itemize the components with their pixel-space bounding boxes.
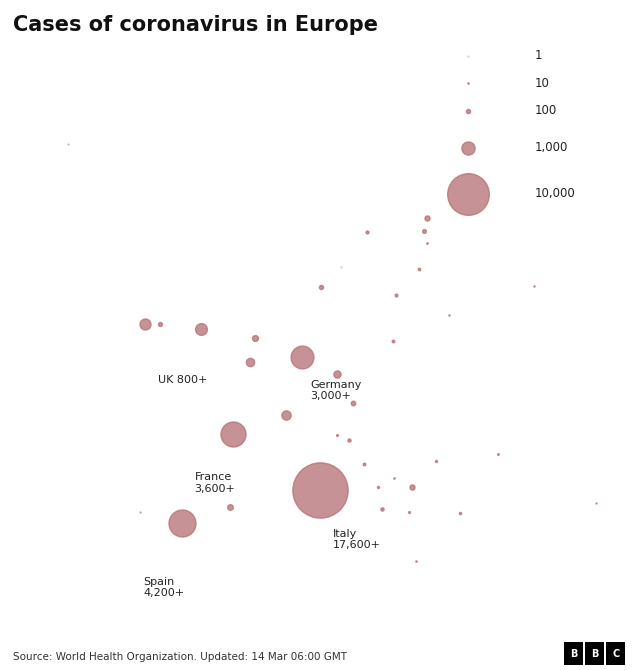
Bar: [585, 643, 604, 665]
Text: C: C: [612, 649, 620, 659]
Text: 10: 10: [534, 77, 549, 90]
Text: Spain
4,200+: Spain 4,200+: [143, 576, 184, 598]
Bar: [564, 643, 583, 665]
Text: B: B: [591, 649, 598, 659]
Text: UK 800+: UK 800+: [158, 375, 207, 385]
Text: Germany
3,000+: Germany 3,000+: [310, 380, 362, 401]
Text: 1,000: 1,000: [534, 141, 568, 154]
Text: France
3,600+: France 3,600+: [195, 472, 236, 494]
Text: Italy
17,600+: Italy 17,600+: [333, 529, 381, 551]
Text: 10,000: 10,000: [534, 188, 575, 200]
Text: Cases of coronavirus in Europe: Cases of coronavirus in Europe: [13, 15, 378, 35]
Text: 100: 100: [534, 105, 557, 117]
Text: 1: 1: [534, 49, 542, 62]
Text: B: B: [570, 649, 577, 659]
Bar: [606, 643, 625, 665]
Text: Source: World Health Organization. Updated: 14 Mar 06:00 GMT: Source: World Health Organization. Updat…: [13, 652, 347, 662]
